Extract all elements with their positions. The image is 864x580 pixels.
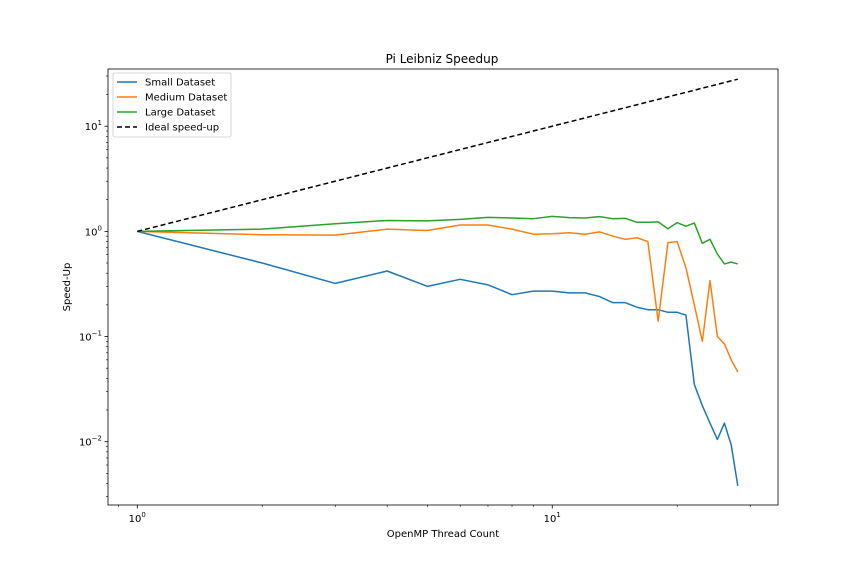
y-tick-label: 100 — [85, 224, 102, 238]
series-line-small-dataset — [137, 230, 739, 486]
chart-title: Pi Leibniz Speedup — [386, 52, 499, 66]
y-axis: 10−2 10−1 100 101 — [79, 75, 108, 497]
plot-area — [137, 78, 739, 486]
y-tick-label: 101 — [85, 119, 102, 133]
series-line-medium-dataset — [137, 224, 739, 373]
legend-label-large-dataset: Large Dataset — [145, 108, 216, 119]
x-axis-label: OpenMP Thread Count — [387, 529, 499, 540]
series-line-large-dataset — [137, 215, 738, 265]
legend-box — [112, 72, 232, 138]
x-axis: 100 101 — [118, 505, 751, 525]
x-tick-label: 101 — [544, 511, 561, 525]
series-line-ideal-speed-up — [137, 78, 738, 233]
legend-label-ideal-speed-up: Ideal speed-up — [145, 123, 219, 134]
y-tick-label: 10−1 — [79, 330, 102, 344]
x-tick-label: 100 — [129, 511, 146, 525]
legend: Small Dataset Medium Dataset Large Dataset… — [112, 72, 232, 138]
y-tick-label: 10−2 — [79, 435, 102, 449]
legend-label-small-dataset: Small Dataset — [145, 78, 215, 89]
legend-label-medium-dataset: Medium Dataset — [145, 93, 227, 104]
y-axis-label: Speed-Up — [62, 263, 73, 312]
axes-frame — [107, 68, 779, 506]
